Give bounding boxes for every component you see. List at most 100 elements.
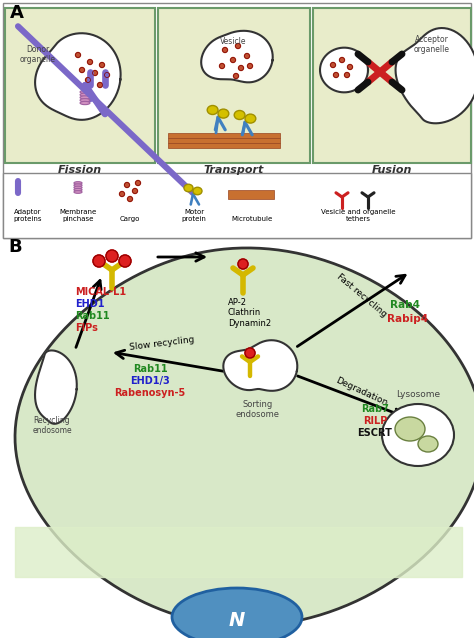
FancyBboxPatch shape <box>5 8 155 163</box>
Ellipse shape <box>74 191 82 193</box>
FancyBboxPatch shape <box>168 143 280 147</box>
Ellipse shape <box>80 99 90 102</box>
Text: RILP: RILP <box>363 416 387 426</box>
Polygon shape <box>223 340 297 391</box>
Circle shape <box>230 57 236 63</box>
Circle shape <box>238 259 248 269</box>
Text: Vesicle: Vesicle <box>220 37 246 46</box>
FancyBboxPatch shape <box>313 8 471 163</box>
FancyBboxPatch shape <box>158 8 310 163</box>
FancyBboxPatch shape <box>168 138 280 142</box>
Polygon shape <box>35 350 77 424</box>
Text: Rabenosyn-5: Rabenosyn-5 <box>114 388 186 398</box>
Polygon shape <box>201 31 273 82</box>
Text: Slow recycling: Slow recycling <box>129 335 195 352</box>
Text: Membrane
pinchase: Membrane pinchase <box>59 209 97 222</box>
Text: Rab11: Rab11 <box>75 311 109 321</box>
Text: Acceptor
organelle: Acceptor organelle <box>414 34 450 54</box>
Text: EHD1/3: EHD1/3 <box>130 376 170 386</box>
Circle shape <box>128 197 133 202</box>
Circle shape <box>125 182 129 188</box>
Circle shape <box>100 63 104 68</box>
Text: Transport: Transport <box>204 165 264 175</box>
Circle shape <box>98 82 102 87</box>
Text: Donor
organelle: Donor organelle <box>20 45 56 64</box>
Ellipse shape <box>207 105 218 114</box>
Ellipse shape <box>193 187 202 195</box>
Circle shape <box>75 52 81 57</box>
Text: Adaptor
proteins: Adaptor proteins <box>14 209 42 222</box>
Circle shape <box>92 71 98 75</box>
Text: AP-2
Clathrin
Dynamin2: AP-2 Clathrin Dynamin2 <box>228 298 271 328</box>
Circle shape <box>85 77 91 82</box>
Text: N: N <box>229 611 245 630</box>
FancyBboxPatch shape <box>3 173 471 238</box>
Circle shape <box>245 54 249 59</box>
Text: Vesicle and organelle
tethers: Vesicle and organelle tethers <box>321 209 395 222</box>
Circle shape <box>236 43 240 48</box>
Circle shape <box>119 191 125 197</box>
Circle shape <box>330 63 336 68</box>
Circle shape <box>136 181 140 186</box>
Ellipse shape <box>218 109 229 118</box>
Ellipse shape <box>382 404 454 466</box>
Text: Rab11: Rab11 <box>133 364 167 374</box>
Text: Cargo: Cargo <box>120 216 140 222</box>
Ellipse shape <box>74 188 82 191</box>
Ellipse shape <box>184 184 193 192</box>
Ellipse shape <box>80 93 90 96</box>
Ellipse shape <box>80 101 90 105</box>
Circle shape <box>222 47 228 52</box>
Circle shape <box>347 64 353 70</box>
Circle shape <box>133 188 137 193</box>
Text: Recycling
endosome: Recycling endosome <box>32 415 72 435</box>
Ellipse shape <box>418 436 438 452</box>
Circle shape <box>245 348 255 358</box>
Circle shape <box>88 59 92 64</box>
Circle shape <box>93 255 105 267</box>
Ellipse shape <box>74 186 82 189</box>
FancyBboxPatch shape <box>3 3 471 238</box>
Circle shape <box>345 73 349 77</box>
Polygon shape <box>320 48 368 93</box>
Text: Microtubule: Microtubule <box>231 216 273 222</box>
Text: Sorting
endosome: Sorting endosome <box>236 400 280 419</box>
Text: Rab4: Rab4 <box>390 300 420 310</box>
Text: Rab7: Rab7 <box>361 404 389 414</box>
Circle shape <box>119 255 131 267</box>
Ellipse shape <box>245 114 256 123</box>
Text: Fission: Fission <box>58 165 102 175</box>
Circle shape <box>238 66 244 71</box>
Ellipse shape <box>395 417 425 441</box>
Text: B: B <box>8 238 22 256</box>
Text: FIPs: FIPs <box>75 323 98 333</box>
Text: Rabip4: Rabip4 <box>387 314 428 324</box>
Polygon shape <box>15 248 474 626</box>
Ellipse shape <box>74 182 82 184</box>
Polygon shape <box>35 33 120 120</box>
Text: Lysosome: Lysosome <box>396 390 440 399</box>
Circle shape <box>104 73 109 77</box>
Text: A: A <box>10 4 24 22</box>
Circle shape <box>106 250 118 262</box>
Circle shape <box>339 57 345 63</box>
Ellipse shape <box>80 96 90 99</box>
Text: Fast recycling: Fast recycling <box>335 272 389 320</box>
Text: Motor
protein: Motor protein <box>182 209 207 222</box>
Circle shape <box>219 64 225 68</box>
Polygon shape <box>15 527 462 577</box>
Circle shape <box>80 68 84 73</box>
Ellipse shape <box>172 588 302 638</box>
Ellipse shape <box>80 91 90 94</box>
Polygon shape <box>395 28 474 123</box>
Text: EHD1: EHD1 <box>75 299 104 309</box>
Circle shape <box>334 73 338 77</box>
Circle shape <box>247 64 253 68</box>
Text: MICAL-L1: MICAL-L1 <box>75 287 126 297</box>
Ellipse shape <box>234 110 245 119</box>
Text: Degradation: Degradation <box>335 376 390 408</box>
Ellipse shape <box>74 184 82 186</box>
FancyBboxPatch shape <box>228 190 274 199</box>
FancyBboxPatch shape <box>168 133 280 138</box>
Circle shape <box>234 73 238 78</box>
